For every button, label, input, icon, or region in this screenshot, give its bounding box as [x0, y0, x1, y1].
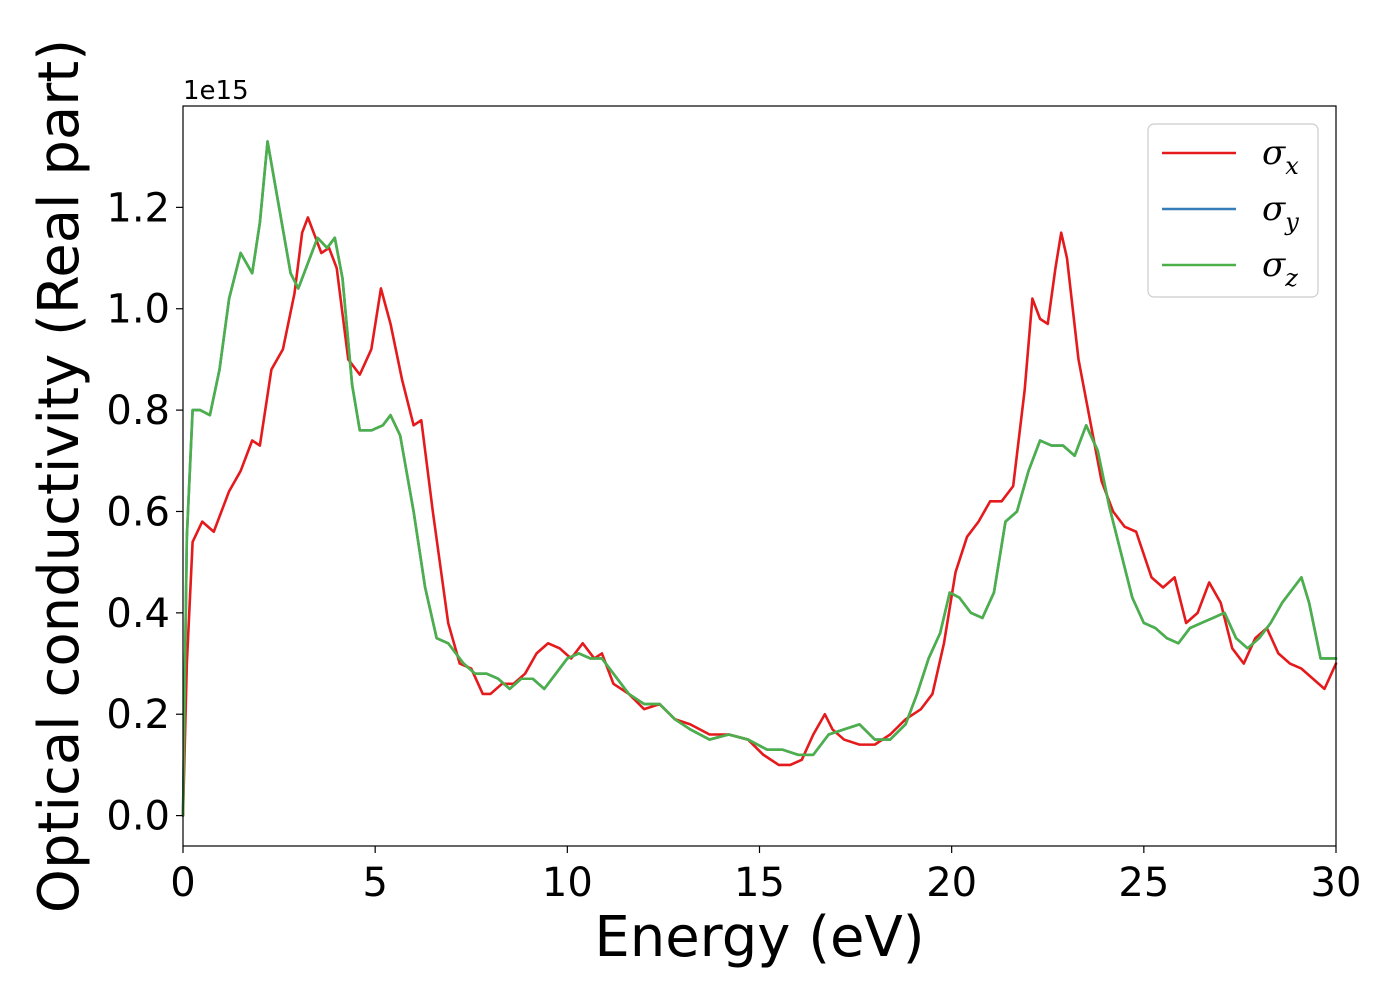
- x-tick-label: 5: [362, 860, 387, 906]
- y-tick-label: 1.2: [106, 185, 170, 231]
- y-axis-ticks: 0.0 0.2 0.4 0.6 0.8 1.0 1.2: [106, 185, 183, 840]
- x-tick-label: 15: [734, 860, 785, 906]
- legend: σx σy σz: [1147, 123, 1319, 298]
- x-axis-label: Energy (eV): [594, 905, 924, 970]
- legend-label-y: σy: [1262, 189, 1299, 236]
- legend-label-z: σz: [1262, 245, 1298, 292]
- x-tick-label: 30: [1311, 860, 1362, 906]
- legend-box: [1147, 123, 1319, 298]
- y-tick-label: 1.0: [106, 287, 170, 333]
- y-tick-label: 0.6: [106, 489, 170, 535]
- y-axis-label: Optical conductivity (Real part): [27, 39, 92, 913]
- series-line-z: [181, 140, 1338, 817]
- legend-label-x: σx: [1262, 133, 1299, 180]
- x-tick-label: 25: [1118, 860, 1169, 906]
- x-tick-label: 20: [926, 860, 977, 906]
- x-axis-ticks: 0 5 10 15 20 25 30: [170, 846, 1361, 906]
- x-tick-label: 0: [170, 860, 195, 906]
- y-offset-label: 1e15: [183, 76, 249, 106]
- series-line-x: [181, 216, 1338, 817]
- y-tick-label: 0.2: [106, 692, 170, 738]
- y-tick-label: 0.4: [106, 591, 170, 637]
- y-tick-label: 0.8: [106, 388, 170, 434]
- series-layer: [181, 140, 1338, 817]
- y-tick-label: 0.0: [106, 794, 170, 840]
- x-tick-label: 10: [542, 860, 593, 906]
